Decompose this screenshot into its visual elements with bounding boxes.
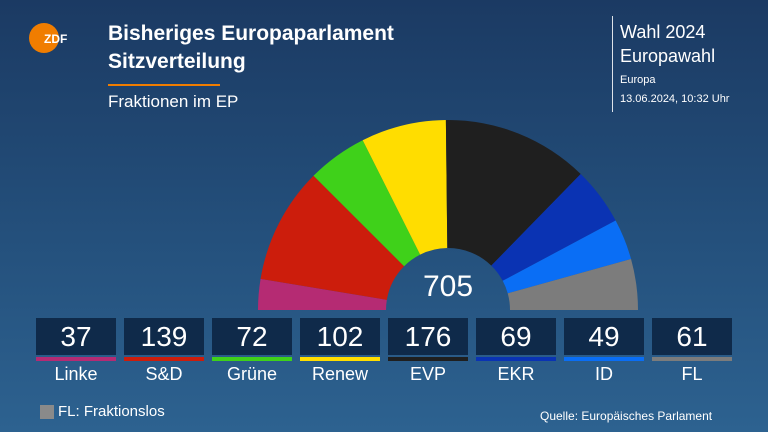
seat-slice-fl: [507, 258, 638, 310]
party-box-s-d: 139 S&D: [124, 318, 204, 388]
party-box-fl: 61 FL: [652, 318, 732, 388]
party-label-s-d: S&D: [145, 364, 183, 384]
party-box-renew: 102 Renew: [300, 318, 380, 388]
seat-slice-linke: [258, 278, 387, 310]
seat-count-renew: 102: [300, 318, 380, 355]
logo-text: ZDF: [44, 32, 67, 46]
election-region: Europa: [620, 74, 656, 86]
title-underline: [108, 84, 220, 86]
legend-swatch: [40, 404, 54, 419]
seat-count-fl: 61: [652, 318, 732, 355]
chart-title: Bisheriges Europaparlament Sitzverteilun…: [108, 20, 394, 76]
seat-slice-id: [502, 220, 632, 294]
party-label-fl: FL: [681, 364, 703, 384]
party-label-id: ID: [595, 364, 613, 384]
party-box-ekr: 69 EKR: [476, 318, 556, 388]
seat-slice-s-d: [260, 175, 405, 300]
total-seats: 705: [422, 270, 474, 303]
party-label-gr-ne: Grüne: [226, 364, 278, 384]
election-title: Wahl 2024 Europawahl: [620, 20, 715, 68]
seat-count-linke: 37: [36, 318, 116, 355]
title-line-2: Sitzverteilung: [108, 50, 246, 73]
party-color-bar-ekr: [476, 357, 556, 361]
chart-subtitle: Fraktionen im EP: [108, 92, 239, 111]
seat-slice-renew: [362, 120, 448, 255]
title-line-1: Bisheriges Europaparlament: [108, 22, 394, 45]
party-box-gr-ne: 72 Grüne: [212, 318, 292, 388]
header-divider: [612, 16, 613, 112]
seat-count-gr-ne: 72: [212, 318, 292, 355]
seat-count-s-d: 139: [124, 318, 204, 355]
party-box-linke: 37 Linke: [36, 318, 116, 388]
party-color-bar-s-d: [124, 357, 204, 361]
seat-slice-ekr: [491, 174, 616, 281]
party-box-evp: 176 EVP: [388, 318, 468, 388]
party-color-bar-renew: [300, 357, 380, 361]
seat-count-ekr: 69: [476, 318, 556, 355]
party-label-linke: Linke: [54, 364, 98, 384]
party-label-renew: Renew: [311, 364, 369, 384]
seat-boxes: 37 Linke 139 S&D 72 Grüne 102 Renew 176 EVP 69 EKR 4…: [36, 318, 732, 388]
party-color-bar-id: [564, 357, 644, 361]
election-line-2: Europawahl: [620, 46, 716, 66]
source-note: Quelle: Europäisches Parlament: [540, 409, 713, 423]
party-label-ekr: EKR: [497, 364, 535, 384]
party-color-bar-linke: [36, 357, 116, 361]
election-timestamp: 13.06.2024, 10:32 Uhr: [620, 93, 730, 105]
party-color-bar-gr-ne: [212, 357, 292, 361]
seat-count-id: 49: [564, 318, 644, 355]
seat-slice-evp: [445, 119, 581, 266]
zdf-logo: ZDF: [29, 23, 67, 53]
party-label-evp: EVP: [409, 364, 447, 384]
legend-text: FL: Fraktionslos: [58, 403, 165, 420]
party-color-bar-fl: [652, 357, 732, 361]
election-line-1: Wahl 2024: [620, 22, 706, 42]
party-color-bar-evp: [388, 357, 468, 361]
legend: FL: Fraktionslos: [40, 403, 165, 420]
seat-slice-gr-ne: [313, 140, 421, 267]
seat-count-evp: 176: [388, 318, 468, 355]
party-box-id: 49 ID: [564, 318, 644, 388]
